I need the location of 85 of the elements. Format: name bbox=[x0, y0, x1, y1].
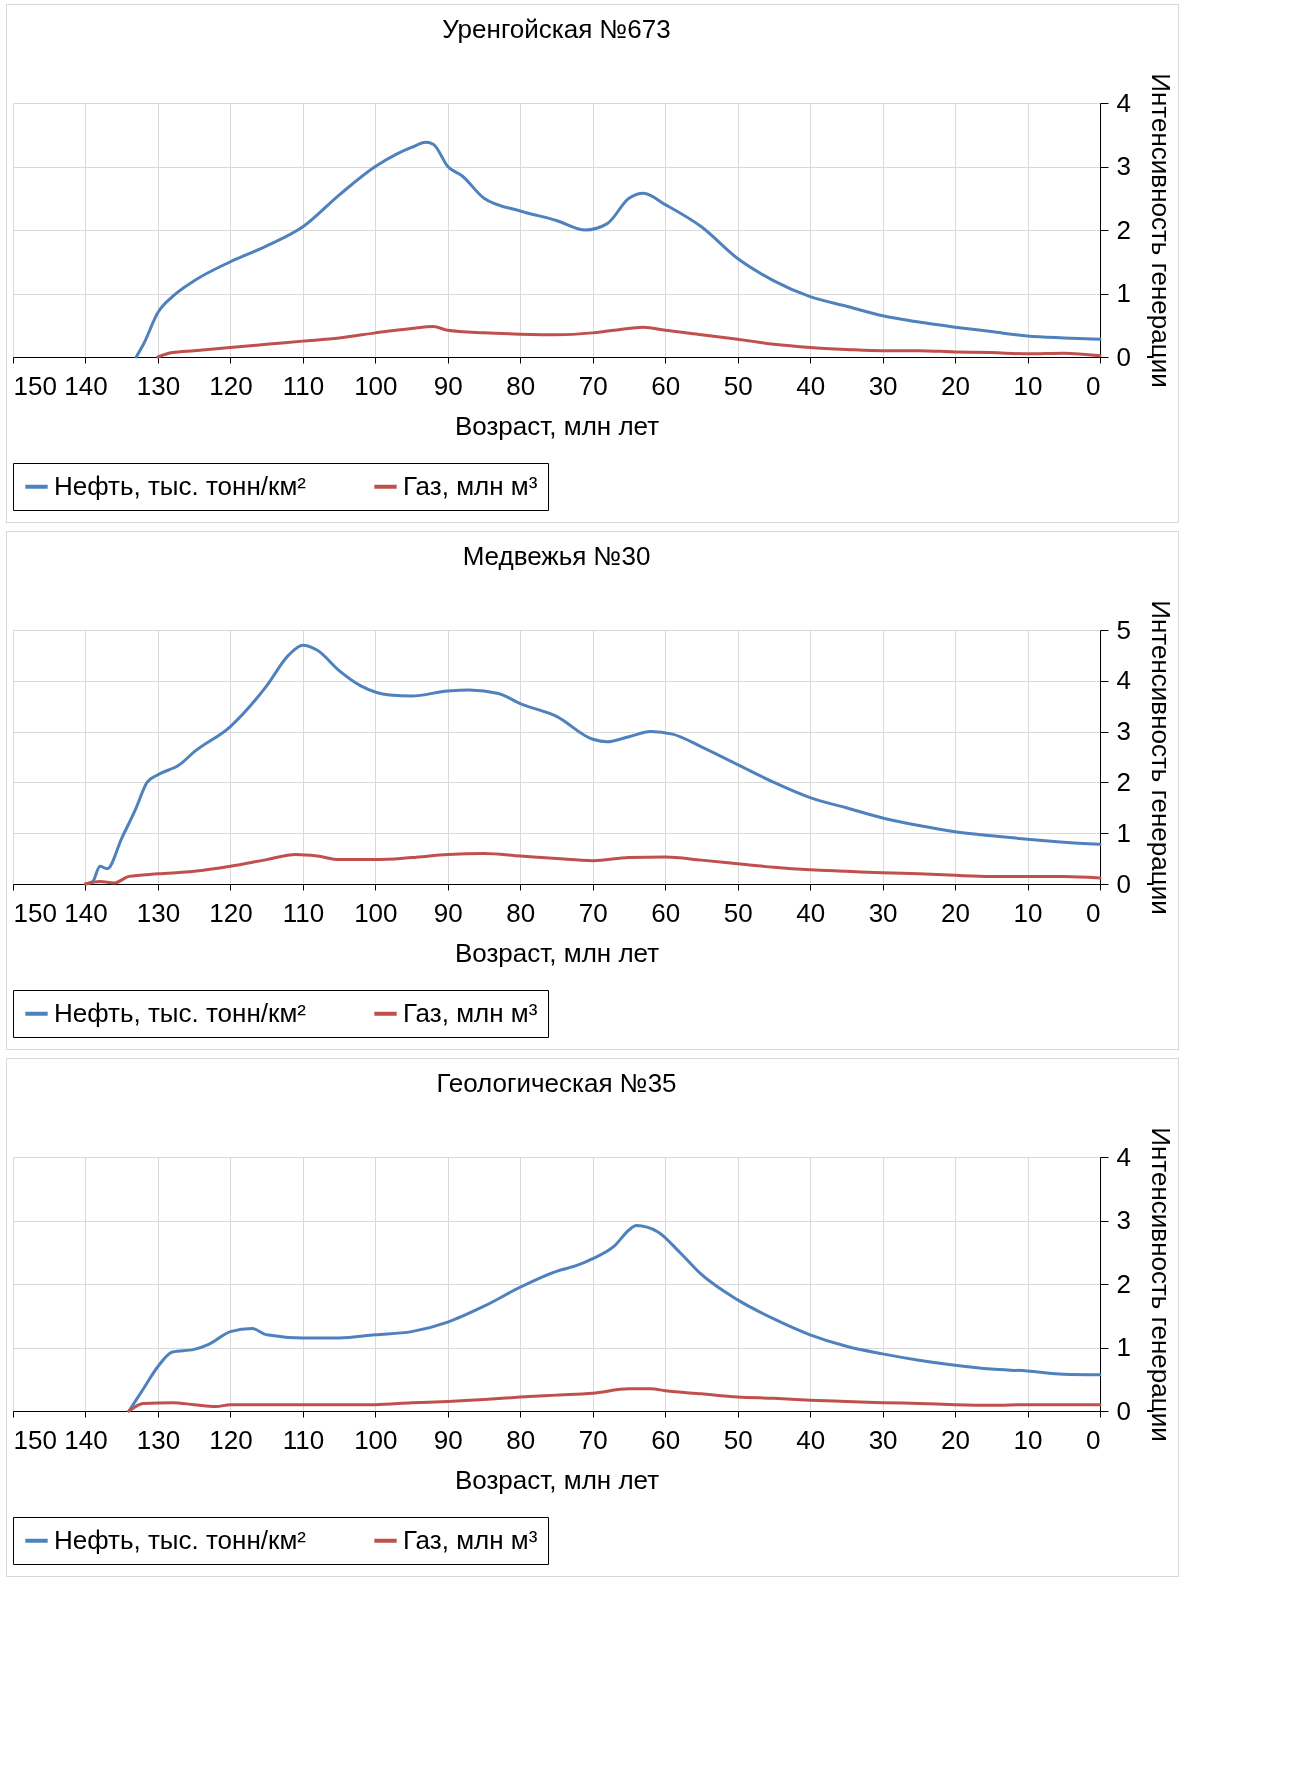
x-tick-label: 0 bbox=[1086, 370, 1101, 401]
x-tick-label: 130 bbox=[136, 897, 181, 928]
x-tick-label: 0 bbox=[1086, 1424, 1101, 1455]
x-tick-label: 100 bbox=[354, 897, 398, 928]
y-tick-label: 4 bbox=[1116, 87, 1131, 118]
y-tick-label: 0 bbox=[1116, 341, 1131, 372]
y-tick-label: 4 bbox=[1116, 1141, 1131, 1172]
y-tick-label: 3 bbox=[1116, 151, 1131, 181]
y-tick-label: 0 bbox=[1116, 868, 1131, 899]
x-tick-label: 150 bbox=[13, 370, 57, 401]
x-tick-label: 130 bbox=[136, 370, 181, 401]
x-tick-label: 70 bbox=[578, 1424, 608, 1455]
x-tick-label: 50 bbox=[723, 370, 753, 401]
y-tick-label: 2 bbox=[1116, 1268, 1131, 1299]
x-tick-label: 140 bbox=[64, 1424, 108, 1455]
line-series bbox=[156, 325, 1102, 359]
legend-label: Газ, млн м³ bbox=[403, 470, 538, 501]
x-tick-label: 20 bbox=[941, 370, 971, 401]
y-tick-label: 5 bbox=[1116, 614, 1131, 645]
x-tick-label: 40 bbox=[796, 897, 826, 928]
y-tick-label: 2 bbox=[1116, 766, 1131, 797]
x-tick-label: 130 bbox=[136, 1424, 181, 1455]
x-tick-label: 60 bbox=[651, 370, 681, 401]
x-tick-label: 70 bbox=[578, 370, 608, 401]
legend-label: Нефть, тыс. тонн/км² bbox=[54, 997, 307, 1028]
y-tick-label: 1 bbox=[1116, 817, 1131, 848]
line-series bbox=[83, 643, 1102, 886]
x-tick-label: 40 bbox=[796, 370, 826, 401]
x-tick-label: 50 bbox=[723, 897, 753, 928]
y-tick-label: 4 bbox=[1116, 665, 1131, 696]
x-tick-label: 120 bbox=[209, 1424, 253, 1455]
x-tick-label: 30 bbox=[868, 370, 898, 401]
line-series bbox=[134, 140, 1102, 359]
x-tick-label: 0 bbox=[1086, 897, 1101, 928]
chart-title: Уренгойская №673 bbox=[442, 13, 671, 44]
y-tick-label: 1 bbox=[1116, 278, 1131, 308]
x-tick-label: 110 bbox=[282, 1424, 325, 1455]
y-tick-label: 3 bbox=[1116, 716, 1131, 747]
x-tick-label: 80 bbox=[506, 370, 536, 401]
x-axis-title: Возраст, млн лет bbox=[454, 1464, 660, 1495]
x-tick-label: 60 bbox=[651, 897, 681, 928]
y-tick-label: 0 bbox=[1116, 1395, 1131, 1426]
y-tick-label: 1 bbox=[1116, 1332, 1131, 1362]
chart-title: Медвежья №30 bbox=[462, 540, 651, 571]
y-tick-label: 2 bbox=[1116, 214, 1131, 245]
legend-label: Газ, млн м³ bbox=[403, 997, 538, 1028]
x-axis-title: Возраст, млн лет bbox=[454, 410, 660, 441]
x-tick-label: 30 bbox=[868, 897, 898, 928]
x-tick-label: 100 bbox=[354, 1424, 398, 1455]
x-tick-label: 140 bbox=[64, 370, 108, 401]
x-tick-label: 80 bbox=[506, 897, 536, 928]
x-tick-label: 20 bbox=[941, 897, 971, 928]
x-tick-label: 60 bbox=[651, 1424, 681, 1455]
x-tick-label: 90 bbox=[433, 1424, 463, 1455]
x-tick-label: 150 bbox=[13, 897, 57, 928]
y-axis-title: Интенсивность генерации bbox=[1145, 73, 1176, 388]
y-axis-title: Интенсивность генерации bbox=[1145, 600, 1176, 915]
x-tick-label: 10 bbox=[1013, 370, 1043, 401]
x-tick-label: 120 bbox=[209, 897, 253, 928]
x-tick-label: 90 bbox=[433, 370, 463, 401]
x-tick-label: 20 bbox=[941, 1424, 971, 1455]
x-tick-label: 10 bbox=[1013, 897, 1043, 928]
x-tick-label: 10 bbox=[1013, 1424, 1043, 1455]
x-tick-label: 70 bbox=[578, 897, 608, 928]
line-series bbox=[127, 1387, 1102, 1413]
legend-label: Нефть, тыс. тонн/км² bbox=[54, 1524, 307, 1555]
x-tick-label: 150 bbox=[13, 1424, 57, 1455]
x-tick-label: 140 bbox=[64, 897, 108, 928]
y-axis-title: Интенсивность генерации bbox=[1145, 1127, 1176, 1442]
line-series bbox=[83, 852, 1102, 886]
x-tick-label: 120 bbox=[209, 370, 253, 401]
x-tick-label: 80 bbox=[506, 1424, 536, 1455]
x-tick-label: 90 bbox=[433, 897, 463, 928]
x-tick-label: 50 bbox=[723, 1424, 753, 1455]
line-series bbox=[127, 1224, 1102, 1413]
x-tick-label: 30 bbox=[868, 1424, 898, 1455]
x-tick-label: 110 bbox=[282, 897, 325, 928]
chart-title: Геологическая №35 bbox=[436, 1067, 677, 1098]
y-tick-label: 3 bbox=[1116, 1205, 1131, 1235]
legend-label: Газ, млн м³ bbox=[403, 1524, 538, 1555]
legend-label: Нефть, тыс. тонн/км² bbox=[54, 470, 307, 501]
x-tick-label: 40 bbox=[796, 1424, 826, 1455]
x-axis-title: Возраст, млн лет bbox=[454, 937, 660, 968]
x-tick-label: 100 bbox=[354, 370, 398, 401]
x-tick-label: 110 bbox=[282, 370, 325, 401]
